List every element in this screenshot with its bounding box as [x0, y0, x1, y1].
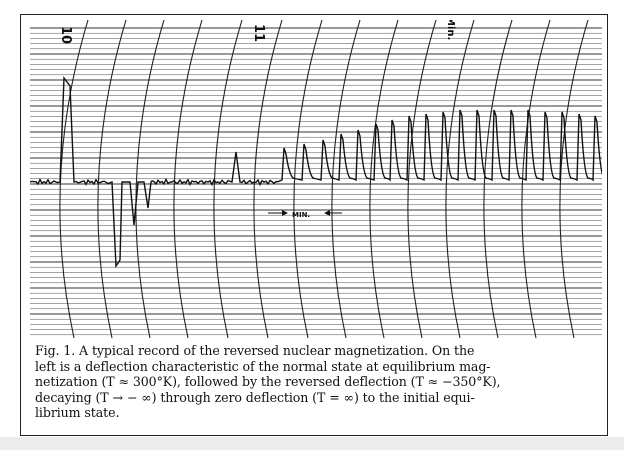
caption-line: netization (T ≈ 300°K), followed by the …	[35, 374, 501, 390]
caption-line: left is a deflection characteristic of t…	[35, 358, 491, 374]
caption-line: decaying (T → − ∞) through zero deflecti…	[35, 389, 475, 405]
bottom-strip	[0, 437, 624, 450]
caption-line: Fig. 1. A typical record of the reversed…	[35, 343, 475, 358]
chart-label-10: 10	[58, 26, 73, 44]
chart-label-11: 11	[251, 24, 266, 42]
scale-annotation: MIN.	[292, 211, 310, 219]
chart-grid-horizontal	[30, 27, 602, 336]
time-scale-marker: MIN.	[268, 210, 342, 219]
figure-caption: Fig. 1. A typical record of the reversed…	[35, 343, 600, 421]
caption-line: librium state.	[35, 405, 120, 421]
figure-frame	[20, 14, 608, 436]
recorder-trace	[30, 76, 602, 269]
chart-label-min: Min.	[445, 20, 456, 40]
recorder-chart-image: MIN. 10 11 Min.	[30, 20, 602, 338]
